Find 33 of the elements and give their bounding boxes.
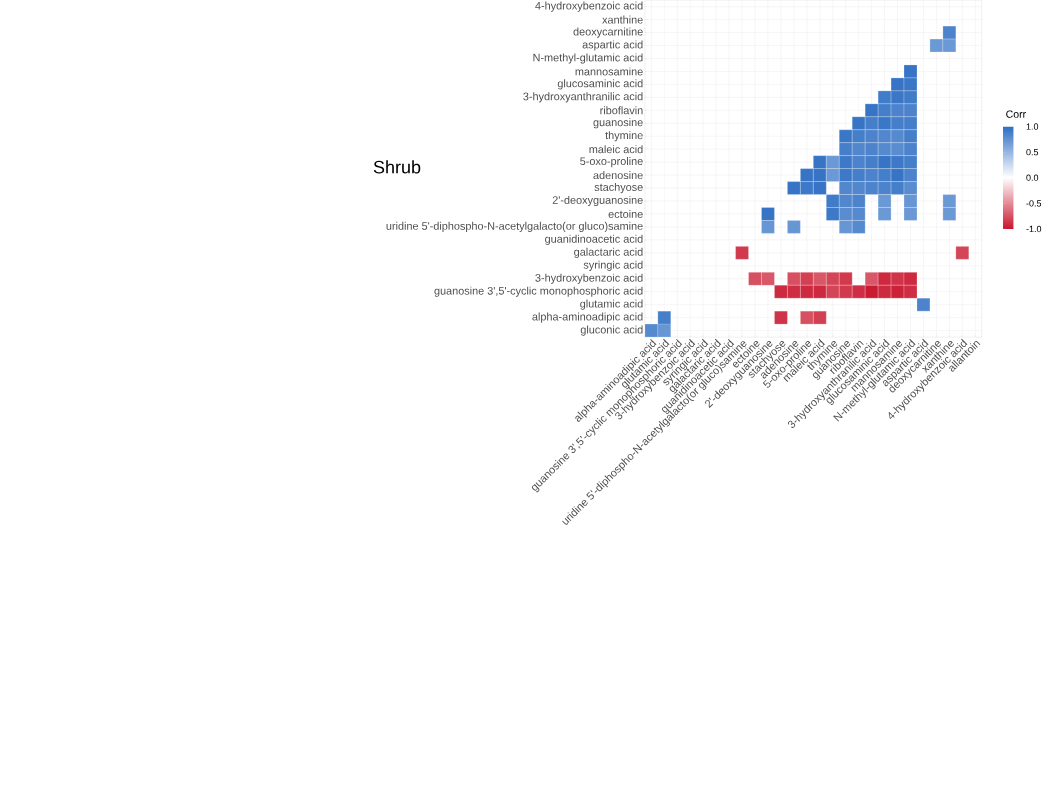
y-tick-label: glutamic acid — [580, 299, 643, 310]
color-bar-label: -0.5 — [1026, 199, 1042, 207]
y-tick-label: galactaric acid — [574, 247, 643, 258]
y-tick-label: uridine 5'-diphospho-N-acetylgalacto(or gluco)samine — [386, 221, 643, 232]
y-tick-label: ectoine — [608, 209, 643, 218]
y-tick-label: 3-hydroxyanthranilic acid — [523, 92, 643, 103]
y-tick-label: stachyose — [594, 182, 643, 193]
y-tick-label: adenosine — [593, 170, 643, 179]
y-tick-label: thymine — [605, 130, 643, 142]
y-tick-label: gluconic acid — [580, 325, 643, 336]
y-tick-label: N-methyl-glutamic acid — [533, 53, 643, 64]
y-tick-label: syringic acid — [583, 260, 643, 271]
y-tick-label: 5-oxo-proline — [580, 156, 643, 167]
y-tick-label: xanthine — [602, 15, 643, 24]
y-tick-label: maleic acid — [589, 144, 643, 153]
y-tick-label: deoxycarnitine — [573, 27, 643, 38]
y-tick-label: glucosaminic acid — [557, 79, 643, 90]
y-tick-label: aspartic acid — [582, 40, 643, 51]
text: Shrub — [373, 160, 421, 174]
color-bar-label: -1.0 — [1026, 225, 1042, 232]
y-tick-label: alpha-aminoadipic acid — [532, 312, 643, 323]
y-tick-label: guanosine — [593, 117, 643, 129]
y-tick-label: riboflavin — [600, 106, 643, 115]
color-bar-label: 0.5 — [1026, 148, 1039, 156]
y-tick-label: guanosine 3',5'-cyclic monophosphoric acid — [434, 286, 643, 297]
y-tick-label: 2'-deoxyguanosine — [552, 195, 643, 206]
y-tick-label: mannosamine — [575, 67, 643, 76]
color-bar-label: 1.0 — [1026, 123, 1039, 130]
y-tick-label: 4-hydroxybenzoic acid — [535, 1, 643, 12]
color-bar-title: Corr — [1006, 110, 1026, 118]
y-tick-label: 3-hydroxybenzoic acid — [535, 273, 643, 284]
y-tick-label: guanidinoacetic acid — [545, 234, 643, 245]
color-bar-label: 0.0 — [1026, 174, 1039, 181]
